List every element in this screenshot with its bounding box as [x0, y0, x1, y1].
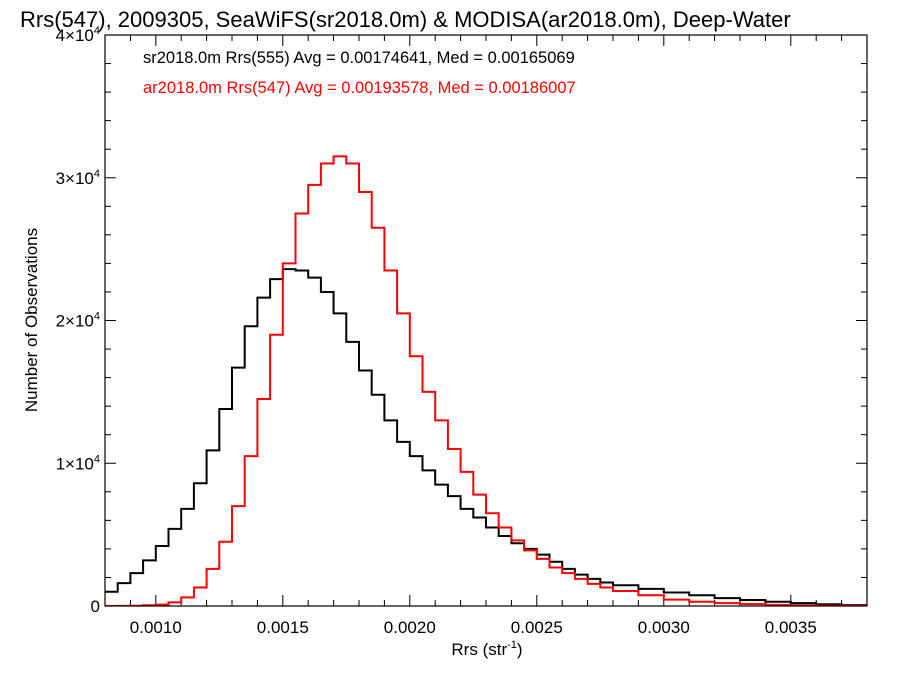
y-tick-label: 2×104: [56, 311, 100, 331]
y-tick-label: 0: [91, 597, 100, 616]
x-tick-label: 0.0025: [511, 618, 563, 637]
series-layer: [105, 155, 867, 606]
x-axis-label-end: ): [517, 640, 523, 659]
series-black-line: [105, 268, 867, 606]
y-axis-label-group: Number of Observations: [22, 228, 41, 412]
x-tick-label: 0.0020: [384, 618, 436, 637]
y-tick-label: 3×104: [56, 168, 100, 188]
y-tick-label: 1×104: [56, 453, 100, 473]
x-tick-label: 0.0030: [638, 618, 690, 637]
y-tick-label: 4×104: [56, 25, 100, 45]
chart-title: Rrs(547), 2009305, SeaWiFS(sr2018.0m) & …: [20, 7, 791, 32]
x-axis-label: Rrs (str-1): [451, 639, 522, 659]
series-red-line: [105, 155, 867, 606]
x-tick-label: 0.0010: [130, 618, 182, 637]
x-tick-label: 0.0015: [257, 618, 309, 637]
axis-ticks: 0.0010 0.0015 0.0020 0.0025 0.0030 0.0035 0 1×1…: [56, 25, 868, 637]
x-axis-label-main: Rrs (str: [451, 640, 507, 659]
x-tick-label: 0.0035: [765, 618, 817, 637]
y-axis-label: Number of Observations: [22, 228, 41, 412]
x-axis-label-sup: -1: [507, 639, 517, 651]
legend-entry-black: sr2018.0m Rrs(555) Avg = 0.00174641, Med…: [143, 49, 575, 67]
legend-entry-red: ar2018.0m Rrs(547) Avg = 0.00193578, Med…: [143, 79, 576, 97]
plot-frame: [104, 34, 868, 607]
